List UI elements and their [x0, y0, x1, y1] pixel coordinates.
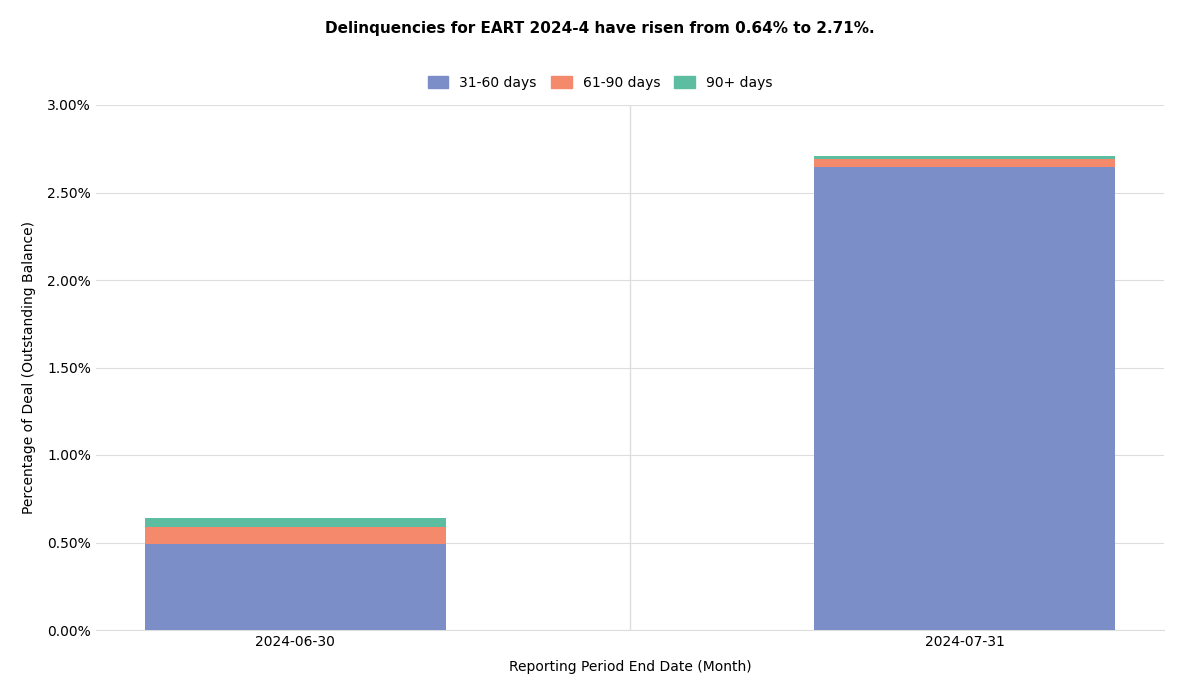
- Bar: [144, 545, 446, 630]
- Bar: [814, 167, 1116, 630]
- Bar: [144, 527, 446, 545]
- Bar: [144, 518, 446, 527]
- Bar: [814, 156, 1116, 160]
- X-axis label: Reporting Period End Date (Month): Reporting Period End Date (Month): [509, 660, 751, 674]
- Bar: [814, 160, 1116, 167]
- Y-axis label: Percentage of Deal (Outstanding Balance): Percentage of Deal (Outstanding Balance): [22, 221, 36, 514]
- Text: Delinquencies for EART 2024-4 have risen from 0.64% to 2.71%.: Delinquencies for EART 2024-4 have risen…: [325, 21, 875, 36]
- Legend: 31-60 days, 61-90 days, 90+ days: 31-60 days, 61-90 days, 90+ days: [422, 70, 778, 95]
